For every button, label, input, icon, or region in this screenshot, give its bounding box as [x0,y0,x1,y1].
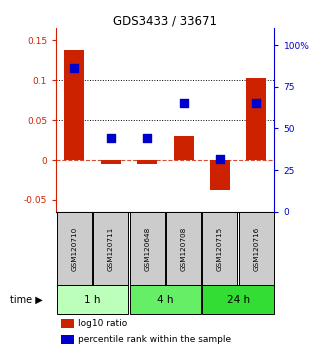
Bar [246,78,266,160]
Text: GSM120710: GSM120710 [71,227,77,271]
FancyBboxPatch shape [57,285,128,314]
Bar [61,335,74,344]
Point [72,65,77,71]
Text: log10 ratio: log10 ratio [78,319,127,328]
FancyBboxPatch shape [130,212,165,285]
FancyBboxPatch shape [203,285,274,314]
FancyBboxPatch shape [57,212,92,285]
Bar [173,136,194,160]
Point [181,101,186,106]
Text: 24 h: 24 h [227,295,250,304]
Point [217,156,222,161]
Point [144,136,150,141]
Text: time ▶: time ▶ [10,295,42,304]
Text: percentile rank within the sample: percentile rank within the sample [78,335,231,344]
FancyBboxPatch shape [130,285,201,314]
Point [108,136,113,141]
Bar [101,160,121,164]
FancyBboxPatch shape [203,212,237,285]
Text: GSM120648: GSM120648 [144,227,150,271]
Text: GSM120716: GSM120716 [253,227,259,271]
Text: GSM120715: GSM120715 [217,227,223,271]
Bar [61,319,74,328]
Bar [210,160,230,190]
FancyBboxPatch shape [93,212,128,285]
Bar [64,50,84,160]
Text: 4 h: 4 h [157,295,174,304]
FancyBboxPatch shape [166,212,201,285]
Text: 1 h: 1 h [84,295,101,304]
Text: GSM120711: GSM120711 [108,227,114,271]
FancyBboxPatch shape [239,212,274,285]
Bar [137,160,157,164]
Title: GDS3433 / 33671: GDS3433 / 33671 [113,14,217,27]
Text: GSM120708: GSM120708 [180,227,187,271]
Point [254,101,259,106]
